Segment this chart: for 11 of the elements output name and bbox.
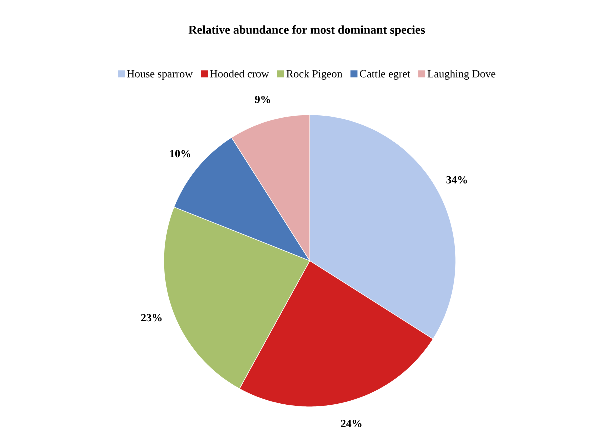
legend-label: Rock Pigeon [286,70,343,80]
data-label: 24% [341,420,362,428]
data-label: 10% [170,150,190,158]
legend-label: Laughing Dove [428,70,496,80]
legend-label: Cattle egret [360,70,410,80]
chart-title: Relative abundance for most dominant species [188,26,426,37]
legend-label: Hooded crow [210,70,270,78]
data-label: 34% [446,176,468,184]
data-label: 9% [255,96,270,104]
legend-label: House sparrow [127,70,193,80]
data-label: 23% [141,314,162,322]
